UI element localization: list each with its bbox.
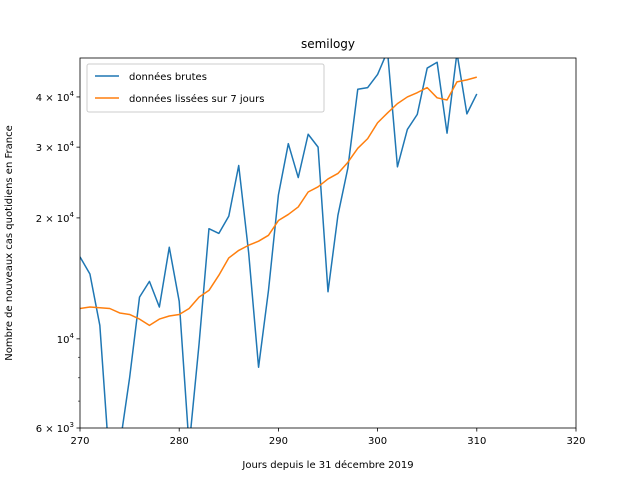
series-layer bbox=[80, 58, 478, 428]
x-axis-label: Jours depuis le 31 décembre 2019 bbox=[241, 459, 413, 471]
x-tick-label: 280 bbox=[170, 436, 189, 447]
chart-title: semilogy bbox=[301, 37, 355, 51]
y-tick-label: 2 × 104 bbox=[36, 211, 75, 225]
legend-label-1: données brutes bbox=[129, 71, 207, 83]
y-tick-label: 6 × 103 bbox=[36, 421, 74, 435]
series-line-1 bbox=[80, 58, 478, 428]
x-tick-label: 300 bbox=[368, 436, 387, 447]
legend-label-2: données lissées sur 7 jours bbox=[129, 93, 264, 105]
y-tick-label: 3 × 104 bbox=[36, 140, 75, 154]
x-tick-label: 310 bbox=[467, 436, 486, 447]
y-tick-label: 104 bbox=[57, 332, 75, 346]
series-line-2 bbox=[80, 76, 478, 327]
ticks-layer: 270 280 290 300 310 320 6 × 103 104 2 × 104 3 × 1… bbox=[36, 90, 586, 447]
y-tick-label: 4 × 104 bbox=[36, 90, 75, 104]
x-tick-label: 320 bbox=[566, 436, 585, 447]
legend-box bbox=[86, 63, 325, 113]
legend: données brutes données lissées sur 7 jour… bbox=[86, 63, 325, 113]
x-tick-label: 290 bbox=[269, 436, 288, 447]
y-axis-label: Nombre de nouveaux cas quotidiens en Fra… bbox=[4, 125, 15, 360]
x-tick-label: 270 bbox=[70, 436, 89, 447]
plot-frame bbox=[79, 57, 577, 429]
